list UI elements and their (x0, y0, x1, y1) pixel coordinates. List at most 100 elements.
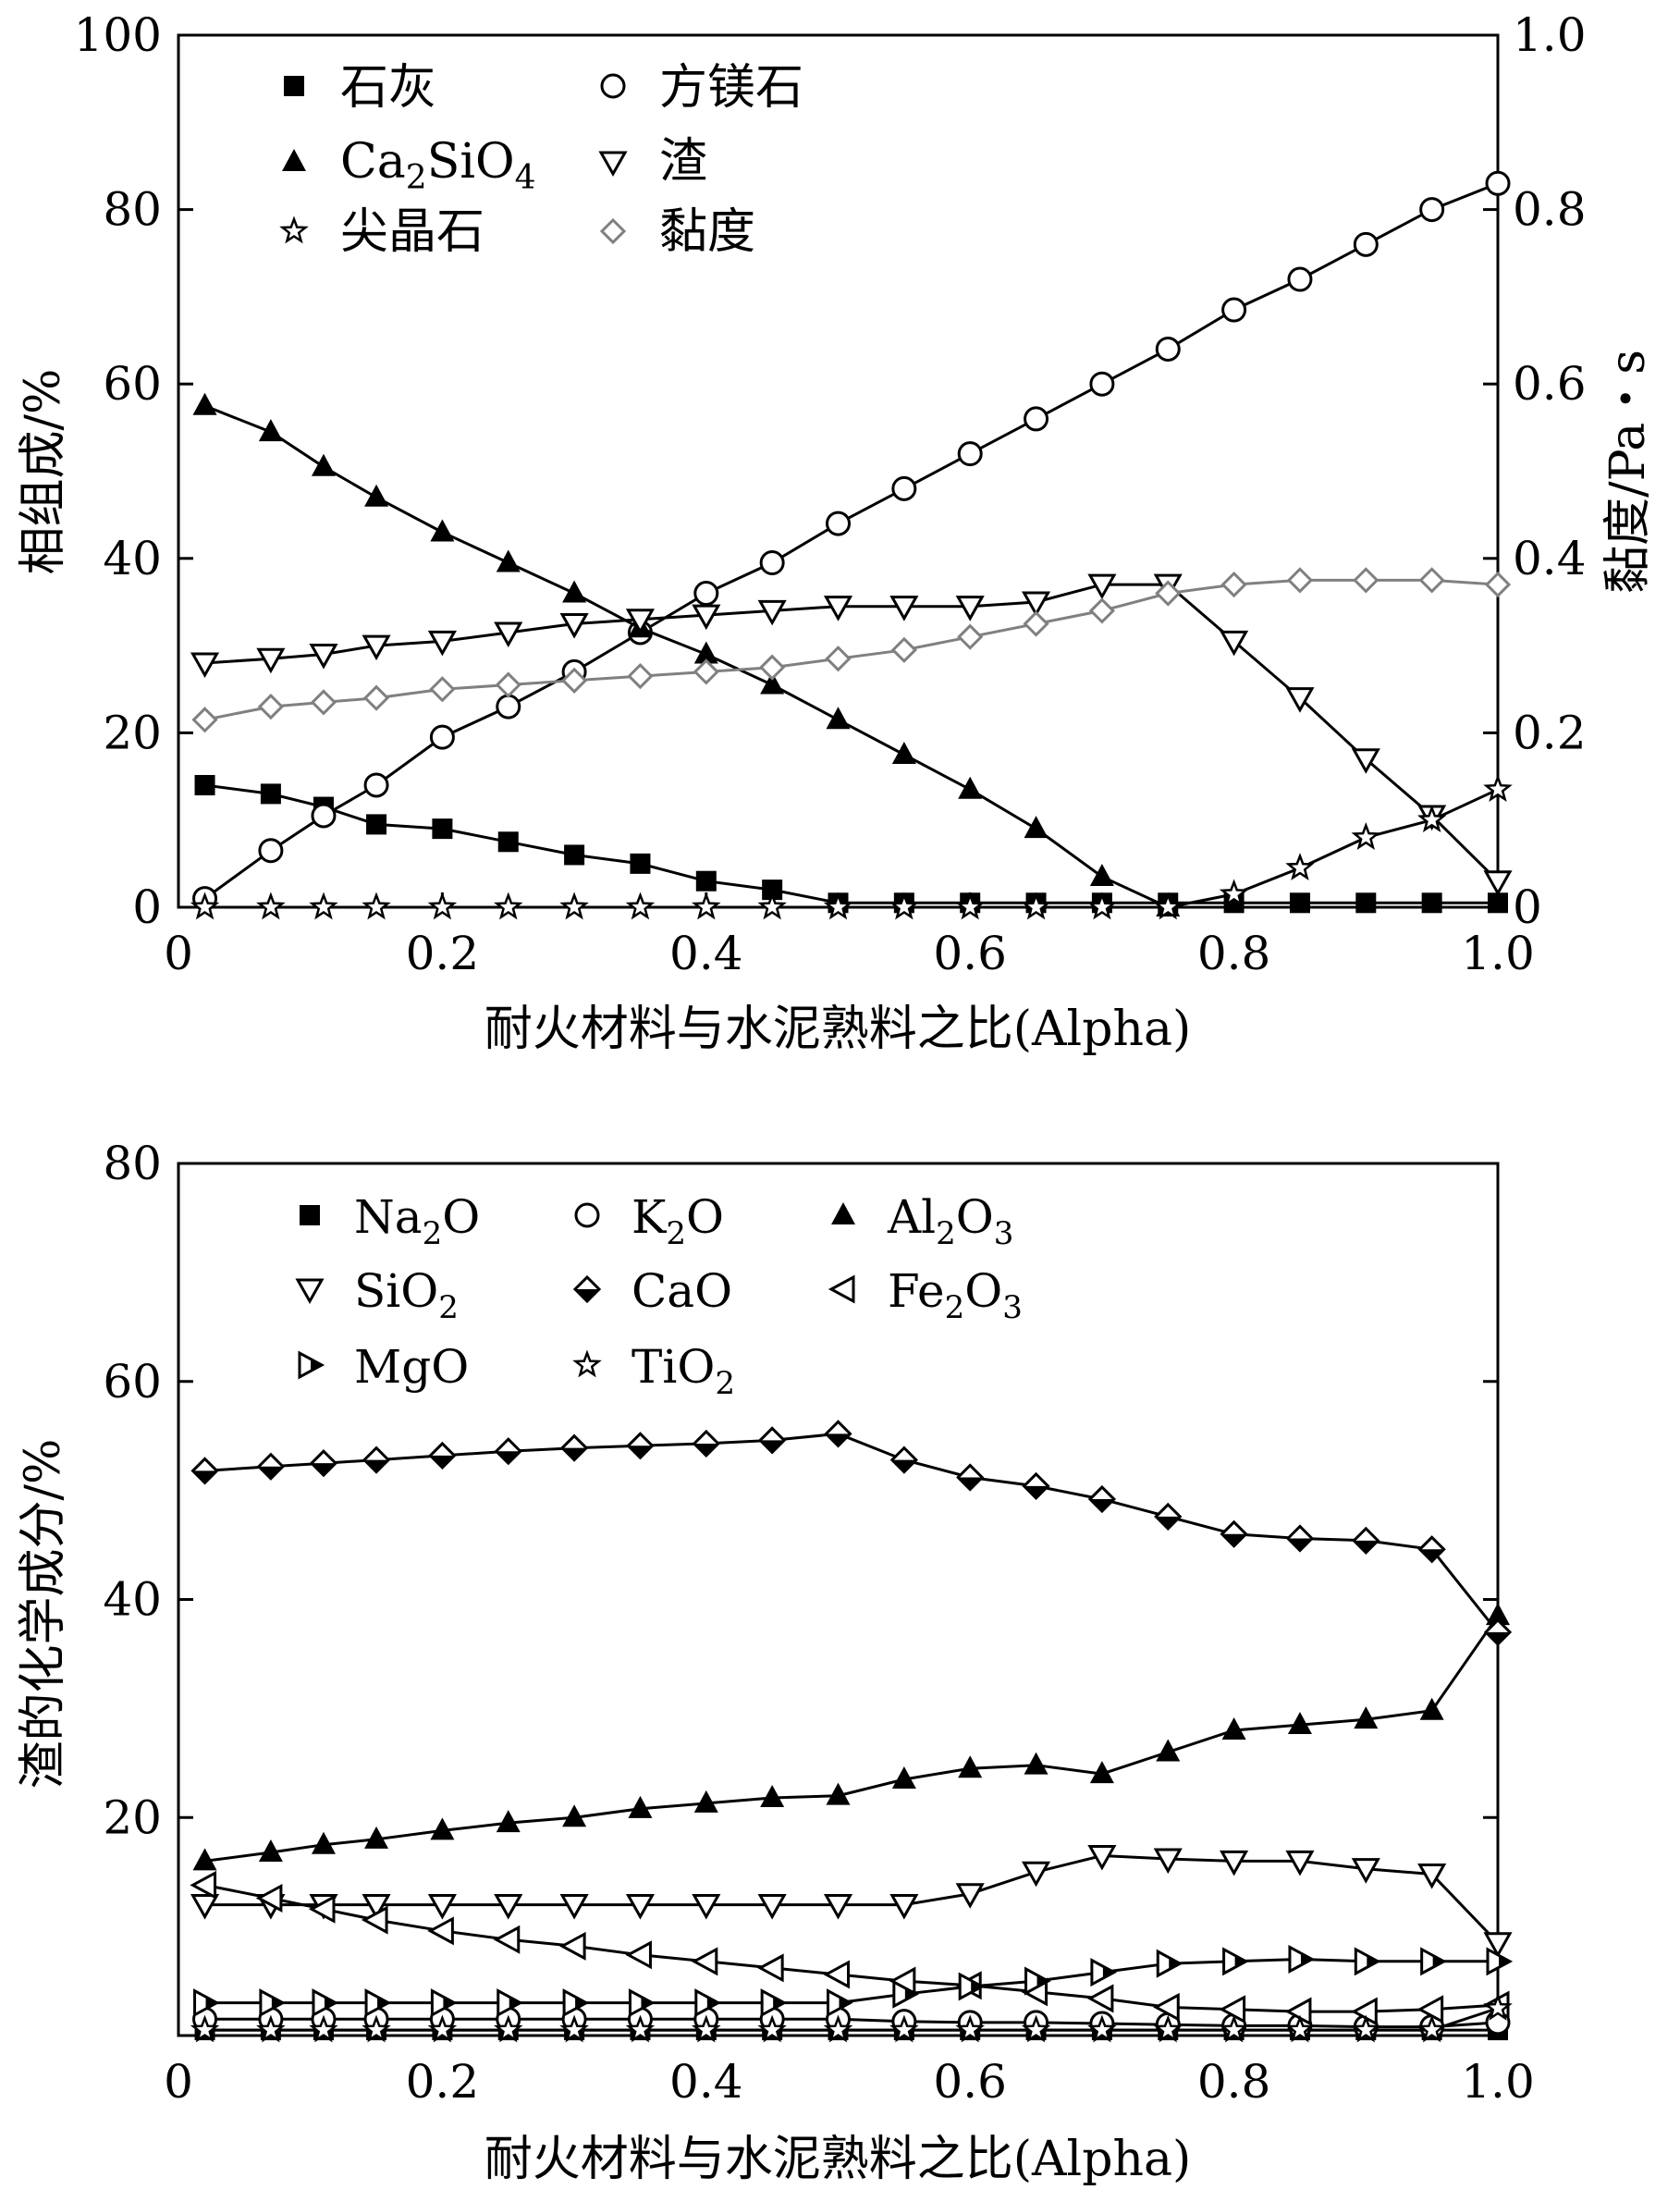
data-point (1488, 892, 1508, 914)
data-point (364, 1826, 389, 1849)
series-Ca2SiO4 (192, 392, 1181, 916)
data-point (889, 892, 919, 920)
x-tick-label: 0.8 (1197, 2055, 1271, 2109)
data-point (1088, 597, 1116, 624)
data-point (1484, 571, 1512, 598)
data-point (364, 1988, 392, 2018)
data-point (190, 892, 220, 920)
data-point (1222, 1947, 1249, 1976)
data-point (1219, 879, 1249, 907)
data-point (1220, 1850, 1249, 1876)
data-point (256, 1452, 286, 1481)
data-point (1220, 630, 1249, 657)
phase-composition-chart: 0 0.2 0.4 0.6 0.8 1.002040608010000.20.40.60.… (16, 8, 1656, 1057)
data-point (1153, 892, 1183, 920)
data-point (1486, 1947, 1514, 1976)
data-point (1156, 1739, 1181, 1762)
data-point (1087, 573, 1117, 600)
x-tick-label: 0.2 (406, 2055, 480, 2109)
data-point (693, 641, 718, 664)
data-point (758, 1426, 787, 1455)
data-point (1418, 567, 1445, 594)
data-point (1287, 1712, 1312, 1735)
data-point (1024, 1752, 1048, 1775)
series-line (204, 783, 1498, 904)
legend-marker (598, 151, 628, 178)
data-point (825, 646, 852, 672)
x-tick-label: 0.8 (1197, 927, 1271, 980)
data-point (432, 818, 453, 840)
legend-label-fe2o3: Fe2O3 (888, 1264, 1023, 1326)
data-point (1155, 580, 1182, 607)
data-point (190, 1457, 219, 1485)
data-point (260, 783, 281, 805)
data-point (1417, 1864, 1447, 1889)
data-point (1219, 1995, 1246, 2024)
data-point (427, 1894, 457, 1920)
data-point (493, 1925, 521, 1954)
data-point (1155, 336, 1181, 362)
x-tick-label: 0.2 (406, 927, 480, 980)
data-point (190, 652, 220, 679)
series-CaO (190, 1420, 1513, 1646)
data-point (1286, 567, 1314, 594)
data-point (1087, 892, 1117, 920)
data-point (1023, 610, 1049, 637)
data-point (1089, 863, 1114, 886)
data-point (762, 880, 783, 901)
data-point (625, 1894, 656, 1920)
data-point (1420, 1947, 1447, 1976)
data-point (1024, 406, 1049, 432)
data-point (757, 1953, 784, 1983)
data-point (823, 2014, 853, 2043)
series-line (204, 583, 1500, 882)
data-point (630, 853, 651, 874)
data-point (362, 1445, 391, 1474)
data-point (559, 613, 589, 639)
y-axis-label: 相组成/% (16, 369, 71, 575)
data-point (559, 892, 589, 920)
legend-marker (599, 217, 627, 245)
data-point (955, 2014, 986, 2043)
legend-label-sio2: SiO2 (354, 1264, 459, 1326)
legend-label-periclase: 方镁石 (659, 60, 803, 116)
data-point (1351, 1858, 1380, 1884)
data-point (1086, 1984, 1114, 2013)
data-point (1354, 1706, 1379, 1729)
data-point (625, 609, 656, 634)
legend-marker (284, 76, 304, 96)
data-point (1090, 1958, 1118, 1987)
data-point (362, 634, 391, 661)
data-point (559, 1433, 589, 1462)
data-point (694, 1988, 721, 2018)
data-point (309, 2014, 338, 2043)
data-point (1419, 197, 1445, 223)
data-point (1153, 1848, 1183, 1875)
legend-label-lime: 石灰 (340, 60, 436, 116)
data-point (1021, 591, 1051, 617)
data-point (1154, 1502, 1183, 1532)
y-tick-label: 0 (132, 880, 162, 934)
data-point (494, 1894, 523, 1920)
legend-marker (279, 215, 309, 244)
data-point (823, 892, 853, 920)
legend-label-al2o3: Al2O3 (887, 1190, 1013, 1252)
data-point (1021, 2014, 1051, 2043)
data-point (1022, 1471, 1050, 1501)
data-point (1351, 2014, 1381, 2043)
x-axis-label: 耐火材料与水泥熟料之比(Alpha) (484, 2132, 1192, 2187)
series-group (190, 1420, 1514, 2043)
series-石灰 (194, 774, 1508, 914)
data-point (891, 1765, 916, 1789)
data-point (494, 1437, 522, 1466)
series-TiO2 (190, 1992, 1513, 2043)
x-tick-label: 0 (164, 927, 193, 980)
data-point (1153, 2014, 1183, 2043)
y2-tick-label: 0.4 (1513, 532, 1587, 585)
data-point (257, 693, 285, 720)
data-point (256, 647, 286, 674)
data-point (311, 1831, 336, 1854)
y-tick-label: 40 (103, 532, 162, 585)
legend-marker (295, 1278, 325, 1305)
x-tick-label: 0.6 (933, 927, 1007, 980)
